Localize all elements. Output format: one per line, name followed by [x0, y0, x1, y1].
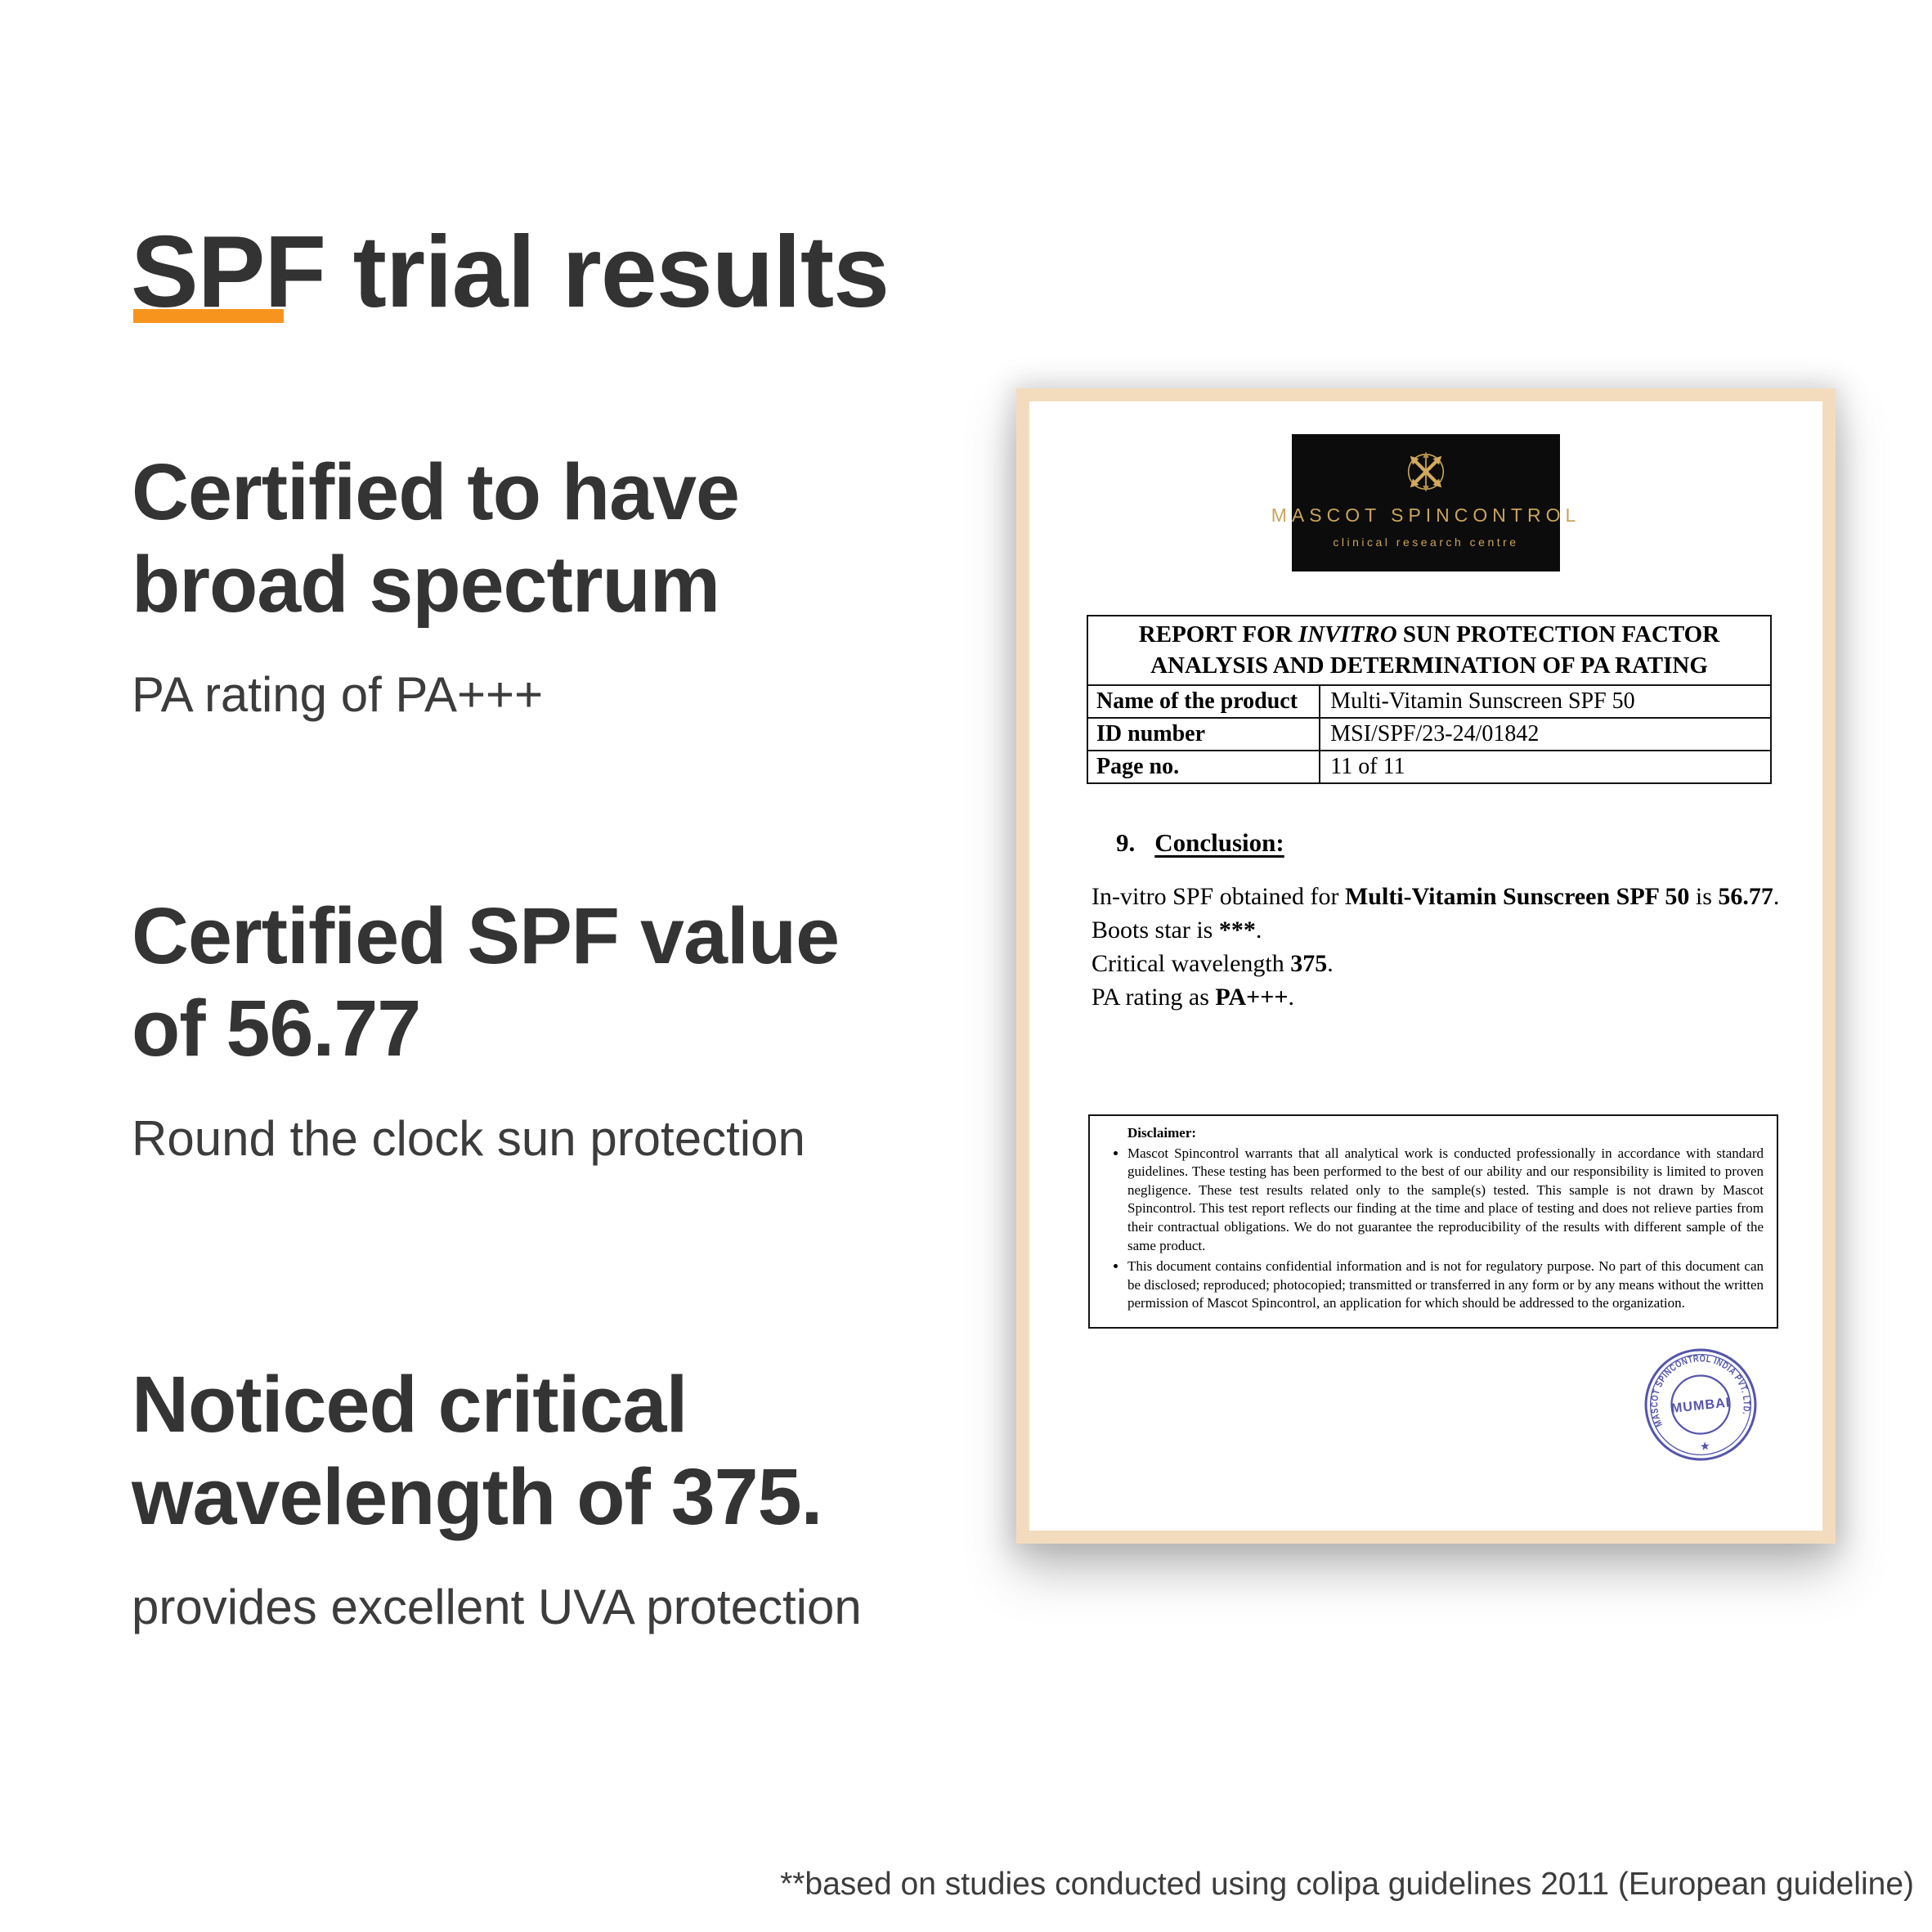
report-title-cell: REPORT FOR INVITRO SUN PROTECTION FACTOR… [1087, 614, 1772, 687]
disclaimer-list: Mascot Spincontrol warrants that all ana… [1098, 1145, 1764, 1313]
disclaimer-item: Mascot Spincontrol warrants that all ana… [1127, 1145, 1764, 1256]
conclusion-line-spf: In-vitro SPF obtained for Multi-Vitamin … [1092, 883, 1780, 910]
disclaimer-item: This document contains confidential info… [1127, 1257, 1764, 1313]
report-title-pre: REPORT FOR [1138, 621, 1298, 648]
lab-round-stamp: MASCOT SPINCONTROL INDIA PVT. LTD. MUMBA… [1644, 1348, 1757, 1461]
report-title-line2: ANALYSIS AND DETERMINATION OF PA RATING [1150, 652, 1708, 679]
conclusion-number: 9. [1116, 828, 1136, 857]
lab-brand-name: MASCOT SPINCONTROL [1271, 504, 1581, 526]
arrows-compass-icon [1407, 451, 1445, 492]
page-no-label: Page no. [1086, 750, 1321, 785]
table-row: Page no. 11 of 11 [1086, 750, 1772, 785]
report-title-post: SUN PROTECTION FACTOR [1396, 621, 1720, 648]
stamp-city-text: MUMBAI [1670, 1395, 1731, 1416]
product-name-label: Name of the product [1086, 684, 1321, 719]
benefit-section-spf-value: Certified SPF value of 56.77 Round the c… [132, 890, 1031, 1171]
page-no-value: 11 of 11 [1319, 750, 1772, 785]
disclaimer-title: Disclaimer: [1127, 1125, 1197, 1141]
benefit-heading: Noticed critical wavelength of 375. [132, 1358, 1031, 1543]
benefit-heading-line1: Certified SPF value [132, 891, 840, 980]
report-title-invitro: INVITRO [1298, 621, 1397, 648]
id-number-label: ID number [1086, 717, 1321, 752]
stamp-ring-text: MASCOT SPINCONTROL INDIA PVT. LTD. [1644, 1348, 1754, 1428]
lab-logo: MASCOT SPINCONTROL clinical research cen… [1271, 434, 1576, 572]
conclusion-line-pa-rating: PA rating as PA+++. [1092, 984, 1294, 1011]
disclaimer-box: Disclaimer: Mascot Spincontrol warrants … [1088, 1114, 1778, 1329]
conclusion-line-boots-star: Boots star is ***. [1092, 917, 1262, 944]
title-accent-bar [133, 309, 284, 323]
page-title: SPF trial results [131, 216, 890, 329]
benefit-heading-line1: Noticed critical [132, 1360, 688, 1449]
report-info-table: REPORT FOR INVITRO SUN PROTECTION FACTOR… [1086, 614, 1772, 785]
benefit-subtext: provides excellent UVA protection [132, 1580, 862, 1634]
benefit-heading: Certified SPF value of 56.77 [132, 890, 1031, 1074]
benefit-section-critical-wavelength: Noticed critical wavelength of 375. prov… [132, 1358, 1031, 1639]
benefit-section-broad-spectrum: Certified to have broad spectrum PA rati… [132, 446, 1031, 727]
benefit-heading-line1: Certified to have [132, 447, 740, 536]
conclusion-heading: 9. Conclusion: [1116, 828, 1284, 858]
certificate-document: MASCOT SPINCONTROL clinical research cen… [1016, 388, 1836, 1544]
benefit-heading-line2: wavelength of 375. [132, 1452, 823, 1541]
benefit-subtext: Round the clock sun protection [132, 1111, 805, 1166]
stamp-star-icon: ★ [1699, 1440, 1710, 1454]
conclusion-heading-text: Conclusion: [1154, 828, 1284, 857]
product-name-value: Multi-Vitamin Sunscreen SPF 50 [1319, 684, 1772, 719]
benefit-heading-line2: of 56.77 [132, 984, 421, 1073]
svg-text:MASCOT SPINCONTROL INDIA PVT.: MASCOT SPINCONTROL INDIA PVT. LTD. [1644, 1348, 1754, 1428]
table-row: ID number MSI/SPF/23-24/01842 [1086, 717, 1772, 752]
footer-guideline-note: **based on studies conducted using colip… [780, 1867, 1914, 1902]
benefit-heading: Certified to have broad spectrum [132, 446, 1031, 630]
benefit-heading-line2: broad spectrum [132, 540, 720, 629]
table-row: REPORT FOR INVITRO SUN PROTECTION FACTOR… [1087, 614, 1772, 687]
id-number-value: MSI/SPF/23-24/01842 [1319, 717, 1772, 752]
lab-tagline: clinical research centre [1333, 536, 1519, 549]
table-row: Name of the product Multi-Vitamin Sunscr… [1086, 684, 1772, 719]
conclusion-body: In-vitro SPF obtained for Multi-Vitamin … [1092, 880, 1795, 1014]
benefit-subtext: PA rating of PA+++ [132, 667, 544, 722]
conclusion-line-wavelength: Critical wavelength 375. [1092, 950, 1334, 977]
